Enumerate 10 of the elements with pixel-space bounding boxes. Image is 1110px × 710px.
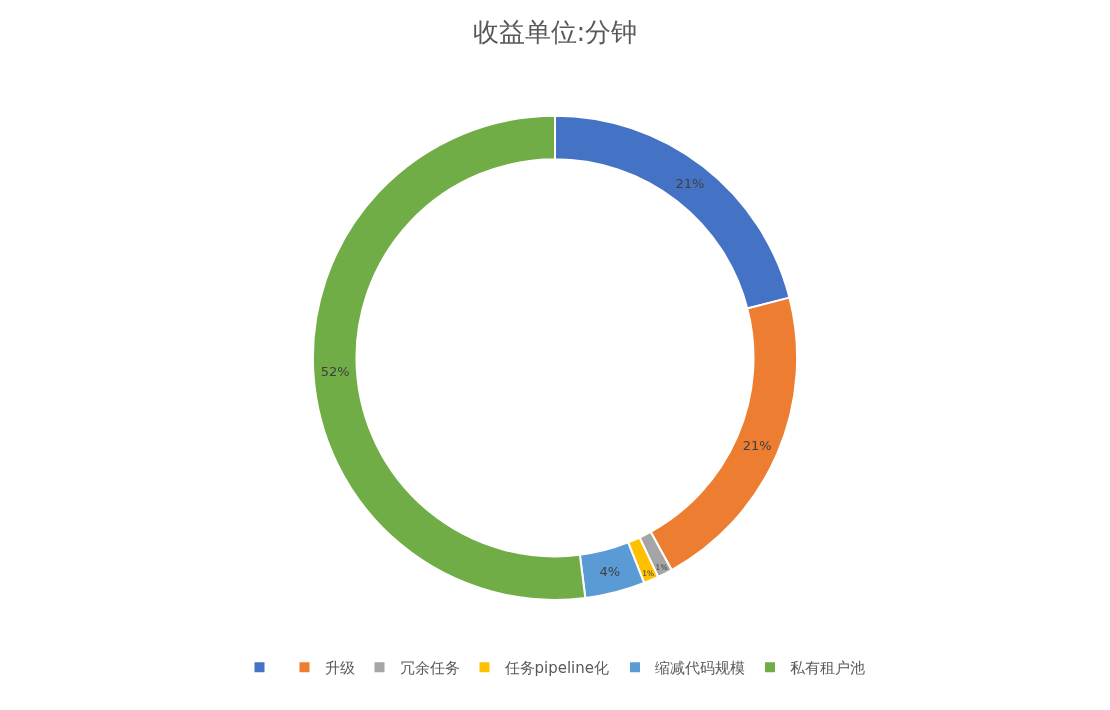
data-label: 4% <box>599 563 621 579</box>
data-label: 21% <box>675 176 705 192</box>
legend-label: 升级 <box>324 659 355 677</box>
legend-label: 任务pipeline化 <box>503 659 610 677</box>
data-label: 21% <box>742 437 772 453</box>
data-label: 52% <box>320 364 350 380</box>
chart-title: 收益单位:分钟 <box>472 17 638 48</box>
legend-label: 冗余任务 <box>399 659 460 677</box>
legend-label: 缩减代码规模 <box>655 659 746 677</box>
legend-label: 私有租户池 <box>790 659 866 677</box>
